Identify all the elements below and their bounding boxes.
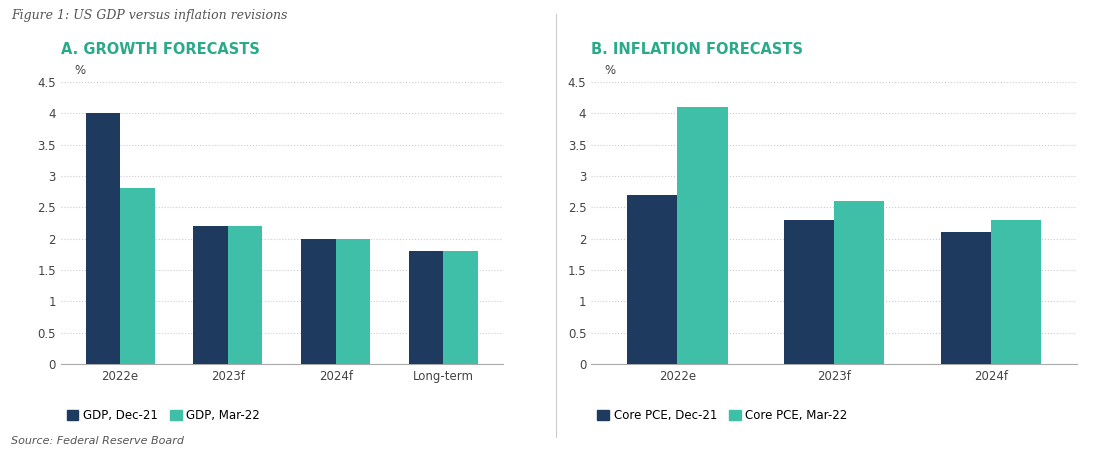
Bar: [302, 238, 336, 364]
Bar: [85, 113, 120, 364]
Text: %: %: [74, 64, 85, 77]
Legend: Core PCE, Dec-21, Core PCE, Mar-22: Core PCE, Dec-21, Core PCE, Mar-22: [597, 410, 848, 422]
Text: %: %: [604, 64, 615, 77]
Bar: [336, 238, 370, 364]
Text: Figure 1: US GDP versus inflation revisions: Figure 1: US GDP versus inflation revisi…: [11, 9, 287, 22]
Bar: [677, 107, 727, 364]
Bar: [228, 226, 262, 364]
Bar: [443, 251, 478, 364]
Bar: [941, 233, 991, 364]
Text: A. GROWTH FORECASTS: A. GROWTH FORECASTS: [61, 42, 260, 57]
Bar: [628, 195, 677, 364]
Bar: [409, 251, 443, 364]
Bar: [991, 220, 1041, 364]
Bar: [120, 188, 155, 364]
Bar: [193, 226, 228, 364]
Text: Source: Federal Reserve Board: Source: Federal Reserve Board: [11, 436, 185, 446]
Text: B. INFLATION FORECASTS: B. INFLATION FORECASTS: [591, 42, 803, 57]
Bar: [785, 220, 834, 364]
Bar: [834, 201, 884, 364]
Legend: GDP, Dec-21, GDP, Mar-22: GDP, Dec-21, GDP, Mar-22: [66, 410, 260, 422]
